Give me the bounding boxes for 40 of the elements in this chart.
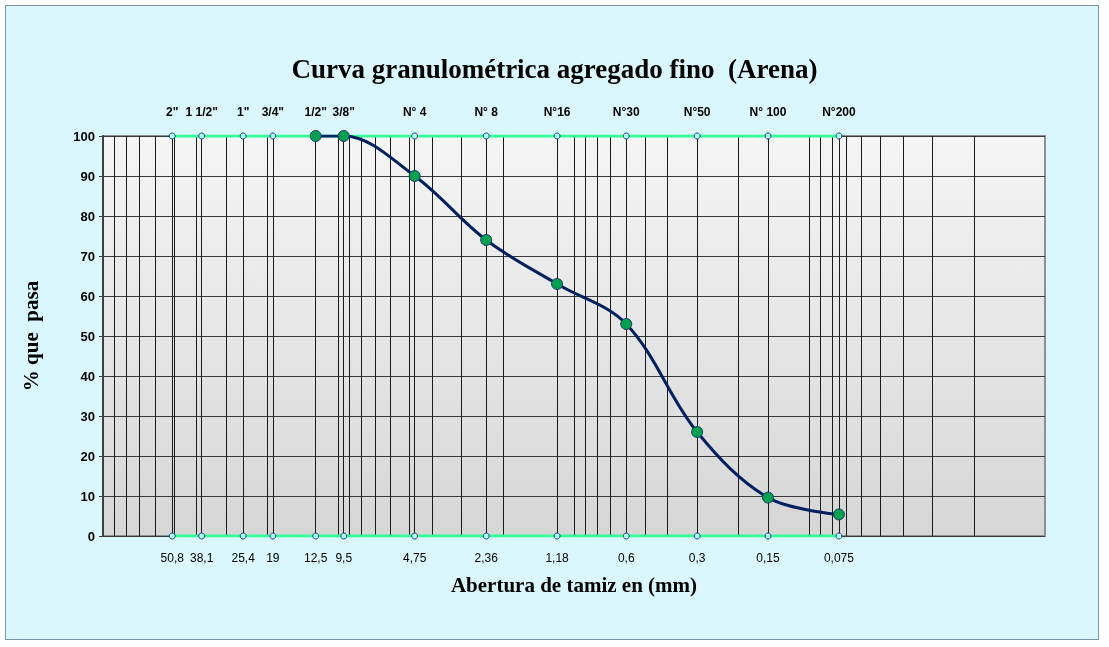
annotation: N° 100 xyxy=(749,105,787,119)
annotation: 2" xyxy=(166,105,179,119)
y-tick-label: 40 xyxy=(80,368,95,384)
annotation: 3/4" xyxy=(261,105,285,119)
x-tick-label: 0,15 xyxy=(756,551,781,565)
x-tick-label: 12,5 xyxy=(304,551,328,565)
y-tick-label: 30 xyxy=(80,408,95,424)
annotation: 3/8" xyxy=(332,105,355,119)
y-tick-label: 60 xyxy=(80,288,95,304)
y-tick-label: 70 xyxy=(80,248,95,264)
x-tick-label: 0,6 xyxy=(617,551,635,565)
x-tick-label: 1,18 xyxy=(545,551,570,565)
annotation: 1/2" xyxy=(304,105,327,119)
y-tick-label: 50 xyxy=(80,328,95,344)
y-tick-label: 10 xyxy=(80,488,95,504)
annotation: N°16 xyxy=(543,105,571,119)
x-tick-label: 25,4 xyxy=(231,551,256,565)
chart-title: Curva granulométrica agregado fino (Arena) xyxy=(291,53,818,84)
annotation: N° 8 xyxy=(474,105,499,119)
y-tick-label: 100 xyxy=(73,128,95,144)
x-tick-label: 0,075 xyxy=(823,551,855,565)
y-tick-label: 0 xyxy=(87,528,95,544)
y-tick-label: 90 xyxy=(80,168,95,184)
annotation: 1 1/2" xyxy=(185,105,218,119)
x-tick-label: 9,5 xyxy=(335,551,353,565)
x-tick-label: 4,75 xyxy=(402,551,427,565)
y-tick-label: 20 xyxy=(80,448,95,464)
annotation: N°30 xyxy=(612,105,640,119)
x-tick-label: 19 xyxy=(266,551,280,565)
annotation: 1" xyxy=(236,105,250,119)
x-tick-label: 0,3 xyxy=(688,551,706,565)
annotation: N° 4 xyxy=(402,105,427,119)
x-axis-title: Abertura de tamiz en (mm) xyxy=(450,572,698,597)
x-tick-label: 50,8 xyxy=(160,551,185,565)
annotation: N°200 xyxy=(822,105,856,119)
y-tick-label: 80 xyxy=(80,208,95,224)
y-axis-title: % que pasa xyxy=(18,280,43,392)
annotation: N°50 xyxy=(683,105,711,119)
x-tick-label: 38,1 xyxy=(190,551,214,565)
x-tick-label: 2,36 xyxy=(474,551,499,565)
